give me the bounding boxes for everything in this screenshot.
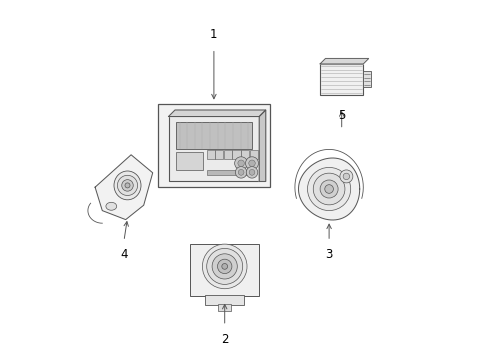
Circle shape <box>122 180 133 191</box>
Circle shape <box>313 173 344 205</box>
Circle shape <box>238 170 244 175</box>
Bar <box>218 305 231 311</box>
Ellipse shape <box>114 171 141 200</box>
Circle shape <box>234 157 247 170</box>
Ellipse shape <box>106 202 117 210</box>
Bar <box>204 294 244 305</box>
Bar <box>215 150 223 159</box>
Bar <box>168 117 259 181</box>
Bar <box>176 152 203 170</box>
Circle shape <box>125 183 130 188</box>
Bar <box>206 170 251 175</box>
Bar <box>190 244 258 296</box>
Circle shape <box>235 167 246 178</box>
Text: 5: 5 <box>337 109 345 122</box>
Circle shape <box>248 160 255 166</box>
Text: 1: 1 <box>210 28 217 41</box>
Circle shape <box>212 254 237 279</box>
Bar <box>249 150 257 159</box>
Circle shape <box>343 173 349 180</box>
Text: 3: 3 <box>325 248 332 261</box>
Text: 2: 2 <box>221 333 228 346</box>
Circle shape <box>246 167 257 178</box>
Circle shape <box>245 157 258 170</box>
Bar <box>241 150 249 159</box>
Bar <box>232 150 240 159</box>
Polygon shape <box>168 110 265 117</box>
Circle shape <box>248 170 254 175</box>
Circle shape <box>237 160 244 166</box>
Circle shape <box>217 259 231 274</box>
Text: 4: 4 <box>120 248 127 261</box>
Polygon shape <box>259 110 265 181</box>
Polygon shape <box>95 155 152 220</box>
Circle shape <box>339 170 352 183</box>
Circle shape <box>117 175 137 195</box>
Circle shape <box>307 167 350 211</box>
Bar <box>363 71 370 87</box>
Circle shape <box>324 185 333 193</box>
Circle shape <box>202 244 246 289</box>
Polygon shape <box>298 158 359 220</box>
Bar <box>176 122 251 149</box>
Bar <box>320 64 363 94</box>
Circle shape <box>206 248 242 284</box>
Bar <box>206 150 214 159</box>
Polygon shape <box>320 58 368 64</box>
Circle shape <box>320 180 337 198</box>
Bar <box>158 104 269 187</box>
Circle shape <box>222 264 227 269</box>
Bar <box>224 150 232 159</box>
